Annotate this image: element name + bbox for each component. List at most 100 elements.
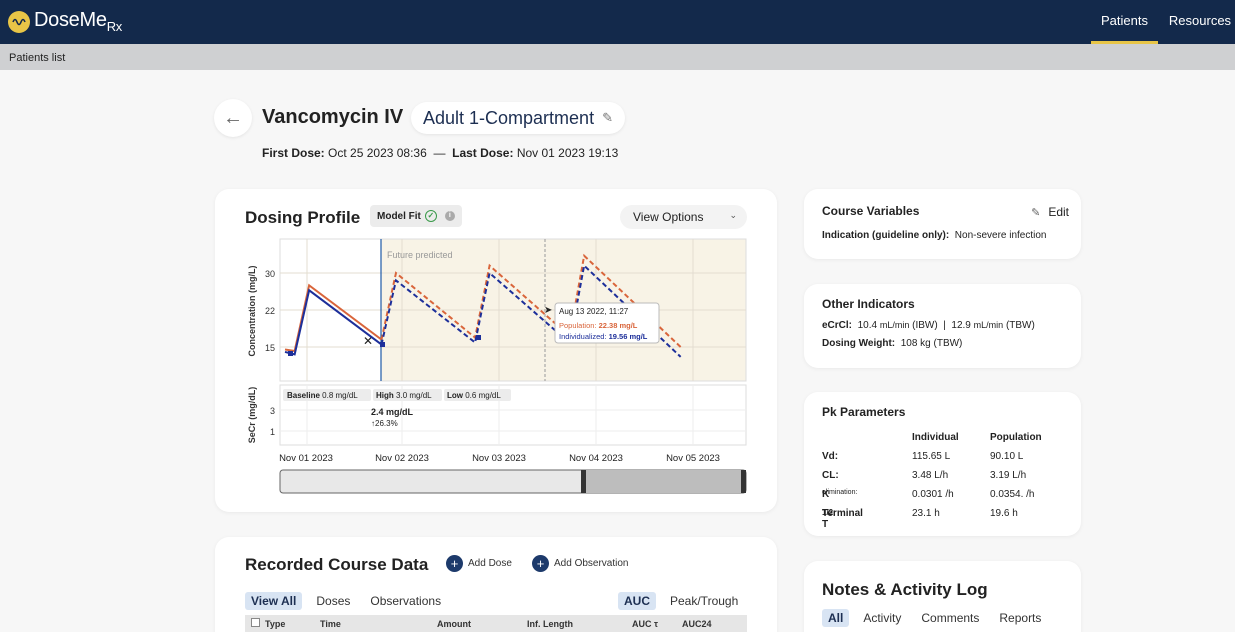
select-all-checkbox[interactable] — [251, 618, 260, 627]
nav-patients[interactable]: Patients — [1091, 0, 1158, 44]
check-circle-icon: ✓ — [424, 210, 437, 222]
secr-tick-3: 3 — [270, 406, 275, 416]
dose-marker[interactable] — [288, 351, 293, 356]
pk-individual-value: 23.1 h — [912, 508, 940, 519]
recorded-course-title: Recorded Course Data — [245, 555, 429, 574]
range-handle-right[interactable] — [741, 470, 746, 493]
y-axis-label-concentration: Concentration (mg/L) — [247, 266, 257, 357]
add-observation-button[interactable]: + Add Observation — [532, 555, 629, 572]
notes-title: Notes & Activity Log — [822, 580, 988, 599]
breadcrumb-bar: Patients list — [0, 44, 1235, 70]
secr-change: ↑26.3% — [371, 419, 398, 428]
table-header: Type Time Amount Inf. Length AUC τ AUC24 — [245, 615, 747, 632]
dosing-chart[interactable]: Future predicted 30 22 15 Concentration … — [215, 189, 777, 512]
pencil-icon: ✎ — [1031, 206, 1041, 219]
y-tick-22: 22 — [265, 306, 275, 316]
course-variables-card: Course Variables ✎ Edit Indication (guide… — [804, 189, 1081, 259]
notes-tabs: All Activity Comments Reports — [822, 609, 1055, 627]
tooltip-date: Aug 13 2022, 11:27 — [559, 307, 629, 316]
pk-population-value: 90.10 L — [990, 451, 1024, 462]
ecrcl-row: eCrCl: 10.4 mL/min (IBW) | 12.9 mL/min (… — [822, 320, 1035, 331]
tab-reports[interactable]: Reports — [999, 611, 1042, 625]
tab-doses[interactable]: Doses — [316, 594, 351, 608]
y-tick-15: 15 — [265, 343, 275, 353]
pk-population-value: 3.19 L/h — [990, 470, 1027, 481]
range-selection[interactable] — [584, 470, 746, 493]
y-axis-label-secr: SeCr (mg/dL) — [247, 387, 257, 444]
tab-view-all[interactable]: View All — [245, 592, 303, 610]
dose-marker[interactable] — [476, 335, 481, 340]
model-name: Adult 1-Compartment — [423, 107, 595, 128]
plus-icon: + — [446, 555, 463, 572]
other-indicators-card: Other Indicators eCrCl: 10.4 mL/min (IBW… — [804, 284, 1081, 368]
low-chip: Low 0.6 mg/dL — [444, 389, 511, 401]
recorded-tabs: View All Doses Observations — [245, 592, 455, 610]
info-icon[interactable]: i — [444, 211, 455, 221]
metric-tabs: AUC Peak/Trough — [618, 592, 752, 610]
pk-row-label: Vd: — [822, 451, 839, 462]
pk-col-individual: Individual — [912, 432, 959, 443]
dosing-profile-title: Dosing Profile — [245, 208, 361, 227]
pencil-icon: ✎ — [602, 110, 613, 125]
chart-tooltip: Aug 13 2022, 11:27 Population: 22.38 mg/… — [554, 302, 660, 344]
secr-tick-1: 1 — [270, 427, 275, 437]
range-slider[interactable] — [279, 469, 747, 494]
observation-x-icon[interactable]: ✕ — [363, 334, 373, 348]
svg-text:Baseline 0.8 mg/dL: Baseline 0.8 mg/dL — [287, 391, 358, 400]
column-auc-tau[interactable]: AUC τ — [632, 619, 659, 629]
tooltip-population: Population: 22.38 mg/L — [559, 321, 638, 330]
logo-text: DoseMeRx — [34, 9, 122, 34]
logo[interactable]: DoseMeRx — [8, 9, 122, 34]
tab-comments[interactable]: Comments — [921, 611, 980, 625]
pk-parameters-title: Pk Parameters — [822, 405, 906, 419]
breadcrumb-patients-list[interactable]: Patients list — [9, 52, 66, 64]
high-chip: High 3.0 mg/dL — [373, 389, 442, 401]
column-auc24[interactable]: AUC24 — [682, 619, 712, 629]
pk-individual-value: 3.48 L/h — [912, 470, 949, 481]
plus-icon: + — [532, 555, 549, 572]
arrow-left-icon: ← — [223, 106, 243, 129]
series-line-population-future — [380, 253, 682, 348]
nav-resources[interactable]: Resources — [1168, 13, 1232, 28]
edit-button[interactable]: ✎ Edit — [1031, 205, 1069, 219]
x-tick: Nov 02 2023 — [375, 453, 429, 464]
notes-activity-card: Notes & Activity Log All Activity Commen… — [804, 561, 1081, 632]
x-tick: Nov 01 2023 — [279, 453, 333, 464]
x-tick: Nov 04 2023 — [569, 453, 623, 464]
tab-all[interactable]: All — [822, 609, 850, 627]
top-nav-bar: DoseMeRx Patients Resources — [0, 0, 1235, 44]
tab-auc[interactable]: AUC — [618, 592, 656, 610]
pk-population-value: 19.6 h — [990, 508, 1018, 519]
dose-marker[interactable] — [380, 342, 385, 347]
pk-col-population: Population — [990, 432, 1042, 443]
pk-population-value: 0.0354. /h — [990, 489, 1035, 500]
y-tick-30: 30 — [265, 269, 275, 279]
column-amount[interactable]: Amount — [437, 619, 471, 629]
column-type[interactable]: Type — [265, 619, 286, 629]
tab-activity[interactable]: Activity — [863, 611, 902, 625]
future-predicted-label: Future predicted — [387, 250, 453, 260]
chevron-down-icon: ⌄ — [729, 210, 737, 220]
add-dose-button[interactable]: + Add Dose — [446, 555, 512, 572]
view-options-dropdown[interactable]: View Options ⌄ — [620, 205, 747, 229]
cursor-icon: ➤ — [544, 305, 552, 316]
pk-individual-value: 0.0301 /h — [912, 489, 954, 500]
column-time[interactable]: Time — [320, 619, 341, 629]
range-handle-left[interactable] — [581, 470, 586, 493]
tooltip-individualized: Individualized: 19.56 mg/L — [559, 332, 648, 341]
column-inf-length[interactable]: Inf. Length — [527, 619, 573, 629]
dosing-weight-row: Dosing Weight: 108 kg (TBW) — [822, 338, 963, 349]
back-button[interactable]: ← — [214, 99, 252, 137]
series-line-individualized-future — [380, 263, 682, 358]
page-title: Vancomycin IV — [262, 106, 404, 128]
pk-individual-value: 115.65 L — [912, 451, 951, 462]
svg-text:High 3.0 mg/dL: High 3.0 mg/dL — [376, 391, 432, 400]
tab-peak-trough[interactable]: Peak/Trough — [670, 594, 739, 608]
indication-row: Indication (guideline only): Non-severe … — [822, 230, 1047, 241]
pk-parameters-card: Pk Parameters Individual Population Vd: … — [804, 392, 1081, 536]
tab-observations[interactable]: Observations — [370, 594, 442, 608]
pk-row-label: CL: — [822, 470, 839, 481]
model-selector[interactable]: Adult 1-Compartment ✎ — [411, 102, 625, 134]
model-fit-badge[interactable]: Model Fit ✓ i — [370, 205, 462, 227]
other-indicators-title: Other Indicators — [822, 297, 915, 311]
